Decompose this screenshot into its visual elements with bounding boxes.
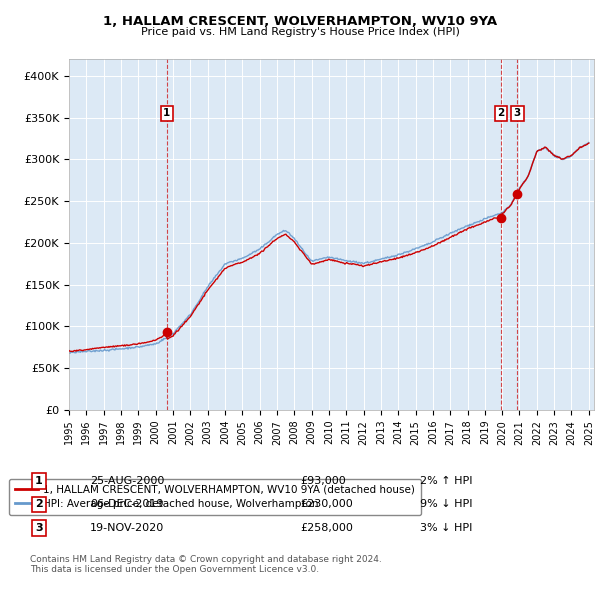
Text: 3: 3 <box>514 109 521 119</box>
Text: 19-NOV-2020: 19-NOV-2020 <box>90 523 164 533</box>
Text: 1: 1 <box>163 109 170 119</box>
Text: 2: 2 <box>35 500 43 509</box>
Text: £93,000: £93,000 <box>300 476 346 486</box>
Text: 3% ↓ HPI: 3% ↓ HPI <box>420 523 472 533</box>
Text: £258,000: £258,000 <box>300 523 353 533</box>
Text: 06-DEC-2019: 06-DEC-2019 <box>90 500 163 509</box>
Text: 1: 1 <box>35 476 43 486</box>
Text: 9% ↓ HPI: 9% ↓ HPI <box>420 500 473 509</box>
Text: £230,000: £230,000 <box>300 500 353 509</box>
Text: 25-AUG-2000: 25-AUG-2000 <box>90 476 164 486</box>
Legend: 1, HALLAM CRESCENT, WOLVERHAMPTON, WV10 9YA (detached house), HPI: Average price: 1, HALLAM CRESCENT, WOLVERHAMPTON, WV10 … <box>8 478 421 515</box>
Text: 2: 2 <box>497 109 505 119</box>
Text: 1, HALLAM CRESCENT, WOLVERHAMPTON, WV10 9YA: 1, HALLAM CRESCENT, WOLVERHAMPTON, WV10 … <box>103 15 497 28</box>
Text: Contains HM Land Registry data © Crown copyright and database right 2024.
This d: Contains HM Land Registry data © Crown c… <box>30 555 382 574</box>
Text: 3: 3 <box>35 523 43 533</box>
Text: 2% ↑ HPI: 2% ↑ HPI <box>420 476 473 486</box>
Text: Price paid vs. HM Land Registry's House Price Index (HPI): Price paid vs. HM Land Registry's House … <box>140 27 460 37</box>
